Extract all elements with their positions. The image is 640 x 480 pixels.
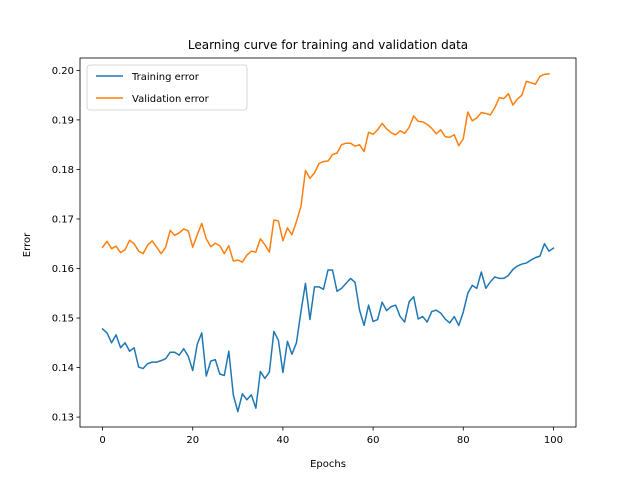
chart-title: Learning curve for training and validati… [188,38,468,52]
x-tick-label: 80 [457,435,470,446]
y-tick-label: 0.17 [52,214,74,225]
x-tick-label: 60 [367,435,380,446]
y-tick-label: 0.19 [52,115,74,126]
plot-area: 0 20 40 60 80 100 0.13 0.14 0.15 0.16 0.17 0.18 0.19… [52,57,577,446]
legend-label: Training error [131,72,200,83]
y-tick-label: 0.18 [52,165,74,176]
legend: Training error Validation error [86,64,248,111]
y-axis-label: Error [22,232,33,257]
x-tick-label: 0 [99,435,105,446]
x-axis-label: Epochs [310,459,346,470]
y-tick-label: 0.16 [52,264,74,275]
y-tick-label: 0.15 [52,314,74,325]
y-tick-label: 0.13 [52,413,74,424]
legend-label: Validation error [132,94,210,105]
axes-frame [79,57,577,428]
x-tick-label: 40 [277,435,290,446]
y-tick-label: 0.20 [52,66,74,77]
legend-box [86,64,248,111]
series-line-training [101,242,555,413]
series-line-validation [101,73,550,263]
y-tick-label: 0.14 [52,363,74,374]
x-tick-label: 20 [186,435,199,446]
x-tick-label: 100 [544,435,563,446]
